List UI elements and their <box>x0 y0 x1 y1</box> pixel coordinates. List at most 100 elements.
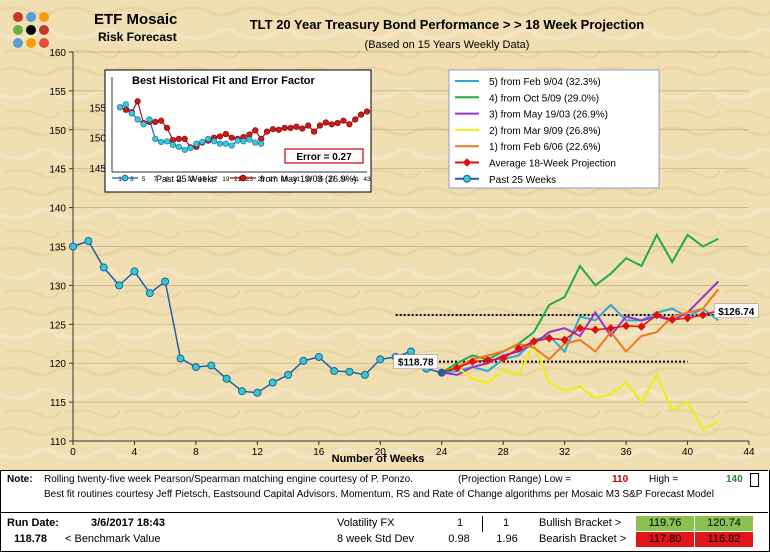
inset-fit-point <box>340 117 347 124</box>
past-point <box>299 356 308 365</box>
inset-x-tick-label: 41 <box>352 176 360 183</box>
logo-dot <box>13 25 23 35</box>
inset-past-point <box>181 146 188 153</box>
inset-fit-point <box>334 120 341 127</box>
inset-fit-point <box>222 130 229 138</box>
inset-x-tick-label: 1 <box>118 176 122 183</box>
inset-past-point <box>228 142 235 149</box>
past-point <box>161 277 170 286</box>
inset-x-tick-label: 31 <box>293 176 301 183</box>
y-tick-label: 115 <box>50 398 66 409</box>
inset-x-tick-label: 9 <box>165 176 169 183</box>
inset-fit-point <box>281 124 288 132</box>
inset-legend-label: Past 25 Weeks <box>156 174 217 184</box>
past-point <box>330 366 339 375</box>
legend-box <box>448 69 660 189</box>
inset-x-tick-label: 23 <box>246 176 254 183</box>
past-point <box>176 354 185 363</box>
inset-fit-point <box>228 134 235 141</box>
legend-label: 4) from Oct 5/09 (29.0%) <box>489 93 599 104</box>
past-point <box>130 267 139 276</box>
inset-past-point <box>187 144 194 152</box>
brand-subtitle: Risk Forecast <box>98 30 177 44</box>
logo-dot <box>39 25 49 35</box>
inset-fit-point <box>252 127 259 134</box>
past-point <box>437 368 446 377</box>
inset-fit-point <box>175 135 182 142</box>
past-point <box>376 355 385 364</box>
inset-past-point <box>199 138 206 146</box>
logo-dot <box>26 25 36 35</box>
bearish-2: 116.82 <box>695 532 753 547</box>
past-point <box>360 370 369 379</box>
footer-panel: Run Date: 3/6/2017 18:43 118.78 < Benchm… <box>0 512 768 551</box>
average-point <box>621 321 631 331</box>
inset-fit-point <box>293 123 300 130</box>
brand-title: ETF Mosaic <box>94 11 177 28</box>
inset-fit-point <box>305 122 312 129</box>
average-point <box>560 335 569 345</box>
inset-x-tick-label: 17 <box>210 176 218 183</box>
average-point <box>652 310 662 320</box>
chart-subtitle: (Based on 15 Years Weekly Data) <box>365 39 530 51</box>
inset-past-point <box>205 135 212 142</box>
inset-past-point <box>134 116 141 123</box>
inset-x-tick-label: 37 <box>328 176 336 183</box>
logo-dot <box>26 12 36 22</box>
past-point <box>222 374 231 383</box>
average-point <box>452 363 462 373</box>
legend-label: Past 25 Weeks <box>489 175 556 186</box>
error-box <box>284 148 364 164</box>
price-label: $118.78 <box>398 358 434 369</box>
legend-label: 1) from Feb 6/06 (22.6%) <box>489 142 601 153</box>
inset-past-point <box>158 138 165 146</box>
inset-fit-point <box>134 98 141 105</box>
price-label-box <box>713 303 759 319</box>
past-point <box>345 367 354 376</box>
inset-past-point <box>122 101 129 108</box>
y-tick-label: 135 <box>49 243 66 254</box>
legend-label: 2) from Mar 9/09 (26.8%) <box>489 126 601 137</box>
inset-past-point <box>234 137 241 144</box>
range-high: 140 <box>726 474 743 485</box>
inset-fit-point <box>363 108 371 115</box>
inset-past-point <box>146 116 153 123</box>
inset-past-point <box>152 135 159 142</box>
x-tick-label: 8 <box>193 447 199 458</box>
inset-fit-point <box>352 116 359 123</box>
inset-chart: Best Historical Fit and Error Factor 145 1… <box>89 69 372 193</box>
logo-dot <box>26 38 36 48</box>
inset-fit-point <box>310 128 318 135</box>
volatility-2: 1 <box>502 517 510 529</box>
logo-dot <box>39 12 49 22</box>
inset-past-point <box>258 140 265 147</box>
inset-title: Best Historical Fit and Error Factor <box>132 75 315 87</box>
inset-x-tick-label: 21 <box>234 176 242 183</box>
inset-fit-point <box>216 133 224 140</box>
inset-x-tick-label: 15 <box>199 176 207 183</box>
y-tick-label: 120 <box>49 359 66 370</box>
inset-fit-point <box>263 128 271 135</box>
inset-past-point <box>252 139 259 146</box>
volatility-divider <box>482 516 483 532</box>
inset-x-tick-label: 11 <box>175 176 182 183</box>
average-point <box>514 344 523 353</box>
x-tick-label: 16 <box>313 447 325 458</box>
x-tick-label: 24 <box>436 447 448 458</box>
price-label: $126.74 <box>718 307 755 318</box>
y-tick-label: 145 <box>49 165 66 176</box>
average-point <box>545 334 554 343</box>
run-date: 3/6/2017 18:43 <box>91 517 166 529</box>
legend-label: 5) from Feb 9/04 (32.3%) <box>489 77 601 88</box>
past-point <box>115 281 124 290</box>
inset-x-tick-label: 43 <box>363 176 371 183</box>
range-high-label: High = <box>649 474 679 485</box>
inset-x-tick-label: 35 <box>316 176 324 183</box>
inset-legend-marker <box>121 174 129 182</box>
inset-past-point <box>210 138 218 145</box>
average-point <box>498 354 508 363</box>
inset-legend-label: from May 19/03 (26.9%) <box>260 174 357 184</box>
range-box <box>750 473 759 487</box>
inset-fit-point <box>163 124 171 132</box>
average-point <box>637 322 646 331</box>
